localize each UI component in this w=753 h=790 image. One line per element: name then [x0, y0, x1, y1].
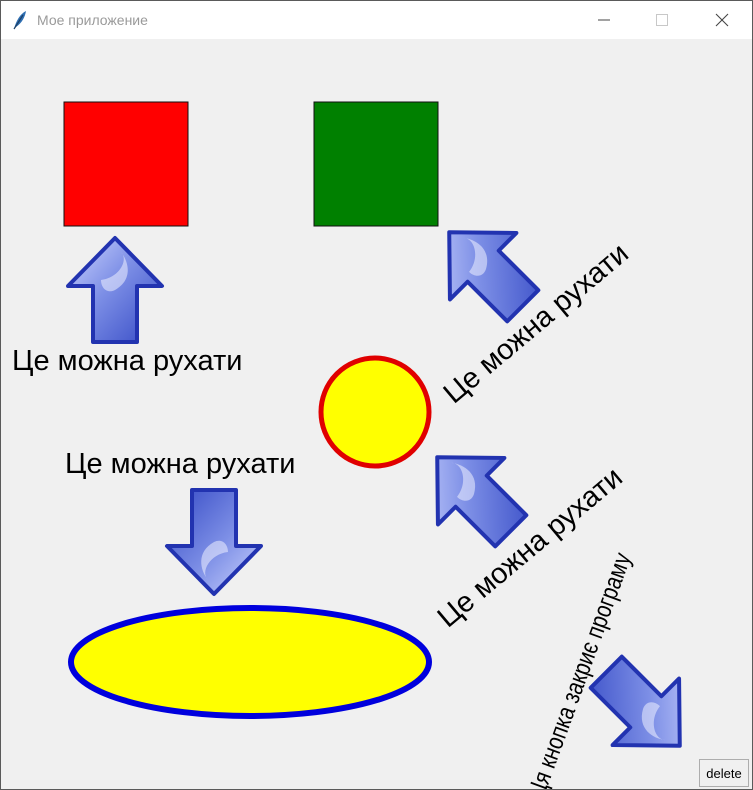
close-button[interactable] — [693, 1, 751, 39]
maximize-button[interactable] — [633, 1, 691, 39]
feather-icon — [10, 9, 30, 31]
tk-canvas[interactable]: Це можна рухати Це можна рухати Це можна… — [1, 39, 752, 789]
arrow-down-icon — [165, 488, 263, 596]
maximize-icon — [656, 14, 668, 26]
minimize-button[interactable] — [575, 1, 633, 39]
move-label-mid: Це можна рухати — [65, 448, 296, 480]
delete-button[interactable]: delete — [699, 759, 749, 787]
green-square[interactable] — [313, 101, 439, 227]
window-title: Мое приложение — [37, 12, 148, 28]
arrow-up-icon — [66, 236, 164, 344]
red-square[interactable] — [63, 101, 189, 227]
move-label-left: Це можна рухати — [12, 345, 243, 377]
yellow-ellipse[interactable] — [68, 605, 432, 719]
yellow-circle[interactable] — [318, 355, 432, 469]
close-icon — [715, 13, 729, 27]
minimize-icon — [598, 19, 610, 21]
title-bar[interactable]: Мое приложение — [1, 1, 752, 39]
